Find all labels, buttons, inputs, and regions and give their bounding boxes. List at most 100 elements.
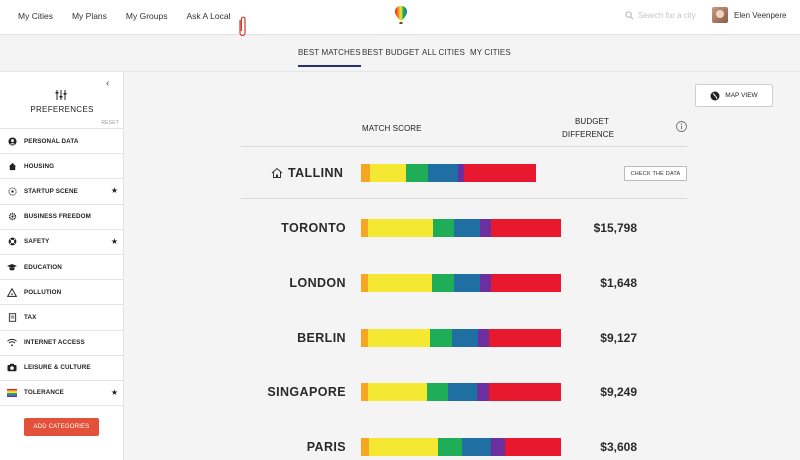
category-label: PERSONAL DATA: [24, 137, 79, 145]
category-safety[interactable]: SAFETY ★: [0, 230, 124, 255]
camera-icon: [7, 363, 17, 373]
match-score-header: MATCH SCORE: [362, 124, 422, 133]
city-row[interactable]: BERLIN $9,127: [0, 320, 800, 356]
collapse-chevron-icon[interactable]: ‹: [106, 78, 110, 89]
city-name: LONDON: [289, 276, 346, 290]
balloon-logo-icon[interactable]: [393, 5, 409, 25]
score-segment: [489, 329, 561, 347]
score-segment: [478, 329, 490, 347]
home-icon: [271, 167, 283, 178]
budget-difference: $9,249: [600, 385, 637, 399]
score-segment: [361, 219, 368, 237]
budget-header-line1: BUDGET: [575, 117, 609, 126]
info-icon[interactable]: [676, 121, 687, 132]
top-bar: My Cities My Plans My Groups Ask A Local…: [0, 0, 800, 37]
globe-icon: [710, 91, 720, 100]
score-segment: [448, 383, 477, 401]
category-leisure-culture[interactable]: LEISURE & CULTURE: [0, 356, 124, 381]
star-icon[interactable]: ★: [110, 236, 118, 246]
score-segment: [489, 383, 561, 401]
city-name: PARIS: [306, 440, 346, 454]
score-segment: [476, 383, 490, 401]
city-row[interactable]: SINGAPORE $9,249: [0, 374, 800, 410]
reset-link[interactable]: RESET: [101, 120, 119, 126]
match-score-bar: [361, 383, 561, 401]
score-segment: [429, 329, 453, 347]
category-label: INTERNET ACCESS: [24, 339, 85, 347]
wifi-icon: [7, 338, 17, 348]
score-segment: [462, 438, 492, 456]
view-tabs: BEST MATCHES BEST BUDGET ALL CITIES MY C…: [0, 36, 800, 72]
score-segment: [368, 274, 432, 292]
score-segment: [438, 438, 463, 456]
check-the-data-button[interactable]: CHECK THE DATA: [624, 166, 687, 181]
home-city-name: TALLINN: [288, 166, 344, 180]
top-nav: My Cities My Plans My Groups Ask A Local: [18, 11, 249, 21]
nav-ask-a-local[interactable]: Ask A Local: [186, 11, 231, 21]
score-segment: [504, 438, 561, 456]
category-housing[interactable]: HOUSING: [0, 154, 124, 180]
score-segment: [368, 438, 439, 456]
category-tax[interactable]: TAX: [0, 305, 124, 331]
rainbow-flag-icon: [7, 388, 17, 398]
add-categories-button[interactable]: ADD CATEGORIES: [24, 418, 99, 436]
map-view-button[interactable]: MAP VIEW: [695, 84, 773, 107]
budget-header-line2: DIFFERENCE: [562, 130, 615, 139]
star-icon[interactable]: ★: [110, 387, 118, 397]
score-segment: [452, 329, 479, 347]
score-segment: [367, 219, 434, 237]
category-tolerance[interactable]: TOLERANCE ★: [0, 381, 124, 407]
city-row[interactable]: TORONTO $15,798: [0, 210, 800, 246]
city-row[interactable]: PARIS $3,608: [0, 429, 800, 460]
score-segment: [431, 274, 455, 292]
paperclip-icon: [239, 16, 246, 37]
score-segment: [368, 329, 430, 347]
category-internet-access[interactable]: INTERNET ACCESS: [0, 331, 124, 356]
score-segment: [361, 438, 369, 456]
category-startup-scene[interactable]: STARTUP SCENE ★: [0, 179, 124, 205]
category-personal-data[interactable]: PERSONAL DATA: [0, 129, 124, 155]
score-segment: [433, 219, 455, 237]
match-score-bar: [361, 219, 561, 237]
city-row[interactable]: LONDON $1,648: [0, 265, 800, 301]
star-icon[interactable]: ★: [110, 186, 118, 196]
budget-difference: $15,798: [593, 221, 637, 235]
score-segment: [479, 219, 492, 237]
nav-my-groups[interactable]: My Groups: [125, 11, 168, 21]
tab-best-matches[interactable]: BEST MATCHES: [298, 48, 361, 67]
tab-my-cities[interactable]: MY CITIES: [470, 48, 511, 57]
home-row-divider: [241, 198, 687, 199]
map-view-label: MAP VIEW: [725, 92, 758, 99]
category-business-freedom[interactable]: BUSINESS FREEDOM: [0, 205, 124, 230]
category-label: TAX: [24, 313, 37, 321]
score-segment: [426, 383, 449, 401]
avatar[interactable]: [712, 7, 728, 23]
header-divider: [241, 146, 687, 147]
tab-all-cities[interactable]: ALL CITIES: [422, 48, 465, 57]
score-segment: [370, 164, 407, 182]
user-name[interactable]: Elen Veenpere: [734, 11, 787, 20]
lifebuoy-icon: [7, 237, 17, 247]
category-label: STARTUP SCENE: [24, 187, 78, 195]
search-box[interactable]: [625, 11, 700, 20]
category-label: HOUSING: [24, 162, 55, 170]
preferences-sidebar: ‹ PREFERENCES RESET PERSONAL DATA HOUSIN…: [0, 72, 124, 460]
category-pollution[interactable]: POLLUTION: [0, 280, 124, 306]
score-segment: [454, 219, 480, 237]
category-education[interactable]: EDUCATION: [0, 255, 124, 281]
city-name: BERLIN: [297, 331, 346, 345]
house-icon: [7, 161, 17, 171]
score-segment: [361, 329, 369, 347]
nav-my-plans[interactable]: My Plans: [71, 11, 107, 21]
nav-my-cities[interactable]: My Cities: [18, 11, 53, 21]
person-icon: [7, 136, 17, 146]
score-segment: [490, 274, 561, 292]
sliders-icon: [55, 90, 67, 100]
match-score-bar: [361, 438, 561, 456]
gear-icon: [7, 212, 17, 222]
tab-best-budget[interactable]: BEST BUDGET: [362, 48, 420, 57]
score-segment: [368, 383, 427, 401]
home-city-row[interactable]: TALLINN CHECK THE DATA: [0, 155, 800, 193]
score-segment: [457, 164, 465, 182]
search-input[interactable]: [638, 11, 700, 20]
